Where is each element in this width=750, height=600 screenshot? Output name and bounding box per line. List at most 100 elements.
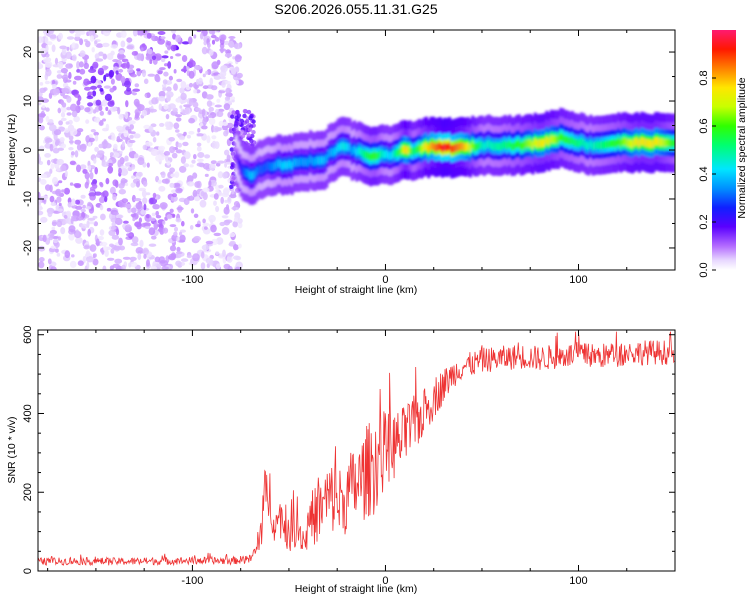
noise-speckle xyxy=(68,140,74,144)
noise-speckle xyxy=(143,180,148,187)
noise-speckle xyxy=(102,127,109,132)
ridge-segment xyxy=(617,137,621,146)
noise-speckle xyxy=(129,147,133,152)
ridge-segment xyxy=(392,150,396,158)
noise-speckle xyxy=(92,253,97,258)
noise-speckle xyxy=(93,158,97,164)
noise-speckle xyxy=(214,104,222,108)
noise-speckle xyxy=(87,142,92,147)
ridge-segment xyxy=(341,142,345,150)
noise-speckle xyxy=(183,65,187,74)
noise-speckle xyxy=(251,119,256,124)
noise-speckle xyxy=(174,171,180,178)
noise-speckle xyxy=(208,117,216,126)
noise-speckle xyxy=(109,186,116,195)
noise-speckle xyxy=(100,182,104,188)
ridge-segment xyxy=(589,140,593,148)
noise-speckle xyxy=(215,189,219,193)
noise-speckle xyxy=(135,101,140,108)
snr-line xyxy=(38,331,675,567)
noise-speckle xyxy=(116,136,121,143)
noise-speckle xyxy=(231,163,236,168)
ridge-segment xyxy=(494,142,498,151)
noise-speckle xyxy=(202,117,207,126)
ridge-segment xyxy=(478,141,482,150)
noise-speckle xyxy=(249,138,254,144)
noise-speckle xyxy=(68,135,74,141)
noise-speckle xyxy=(196,146,202,152)
noise-speckle xyxy=(103,139,107,144)
noise-speckle xyxy=(141,190,147,198)
ridge-segment xyxy=(549,135,554,144)
noise-speckle xyxy=(146,30,150,33)
noise-speckle xyxy=(222,249,226,257)
ridge-segment xyxy=(401,145,405,154)
noise-speckle xyxy=(226,252,234,257)
ridge-segment xyxy=(329,148,334,157)
noise-speckle xyxy=(95,58,104,62)
colorbar-tick-label: 0.2 xyxy=(698,214,710,229)
noise-speckle xyxy=(112,179,119,187)
noise-speckle xyxy=(205,257,213,264)
noise-speckle xyxy=(141,109,148,117)
noise-speckle xyxy=(224,80,231,85)
noise-speckle xyxy=(158,103,162,111)
noise-speckle xyxy=(148,227,156,236)
noise-speckle xyxy=(60,67,68,74)
noise-speckle xyxy=(181,220,185,227)
noise-speckle xyxy=(170,56,174,59)
ridge-segment xyxy=(445,143,449,152)
noise-speckle xyxy=(130,242,139,247)
noise-speckle xyxy=(49,30,55,34)
noise-speckle xyxy=(208,180,212,188)
noise-speckle xyxy=(194,66,203,70)
noise-speckle xyxy=(56,70,62,74)
ridge-segment xyxy=(485,141,489,149)
noise-speckle xyxy=(202,73,206,78)
noise-speckle xyxy=(196,142,202,147)
noise-speckle xyxy=(65,79,72,83)
bottom-y-tick-label: 200 xyxy=(22,483,34,501)
noise-speckle xyxy=(220,46,224,54)
noise-speckle xyxy=(118,50,125,55)
noise-speckle xyxy=(69,160,76,165)
noise-speckle xyxy=(221,215,229,219)
noise-speckle xyxy=(95,238,100,247)
noise-speckle xyxy=(134,198,142,202)
noise-speckle xyxy=(39,47,47,55)
noise-speckle xyxy=(174,226,178,232)
noise-speckle xyxy=(175,114,182,118)
noise-speckle xyxy=(85,119,90,124)
ridge-segment xyxy=(427,144,431,153)
ridge-segment xyxy=(258,165,262,173)
noise-speckle xyxy=(138,217,142,223)
noise-speckle xyxy=(60,227,66,235)
ridge-segment xyxy=(306,158,310,167)
ridge-segment xyxy=(295,158,299,167)
noise-speckle xyxy=(180,258,189,262)
ridge-segment xyxy=(651,139,655,148)
ridge-segment xyxy=(378,150,382,159)
noise-speckle xyxy=(52,210,61,214)
noise-speckle xyxy=(151,55,157,61)
ridge-segment xyxy=(413,147,417,155)
ridge-segment xyxy=(501,141,505,150)
noise-speckle xyxy=(137,252,142,261)
ridge-segment xyxy=(360,148,364,156)
noise-speckle xyxy=(111,244,118,249)
noise-speckle xyxy=(192,189,198,198)
noise-speckle xyxy=(168,137,175,142)
ridge-segment xyxy=(580,137,584,146)
noise-speckle xyxy=(180,81,187,89)
noise-speckle xyxy=(179,234,186,243)
ridge-segment xyxy=(420,145,424,154)
noise-speckle xyxy=(126,87,132,92)
noise-speckle xyxy=(66,95,72,103)
noise-speckle xyxy=(146,259,150,267)
noise-speckle xyxy=(248,116,253,121)
noise-speckle xyxy=(65,63,73,69)
noise-speckle xyxy=(110,218,116,223)
noise-speckle xyxy=(118,182,125,189)
noise-speckle xyxy=(102,30,111,37)
ridge-segment xyxy=(288,160,292,168)
